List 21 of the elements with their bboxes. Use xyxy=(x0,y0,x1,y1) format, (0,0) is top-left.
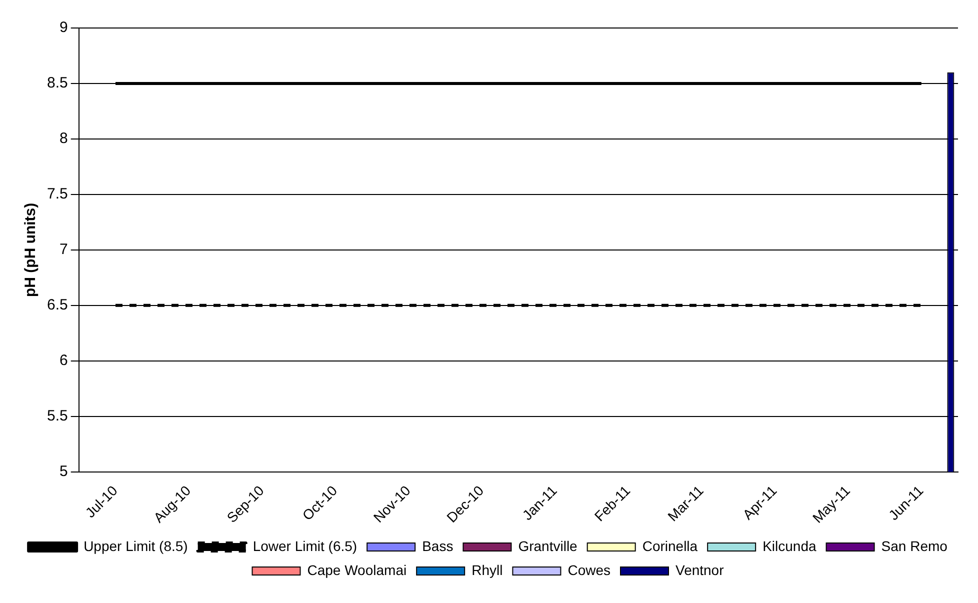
y-tick-label: 5 xyxy=(60,462,68,480)
legend-label: Kilcunda xyxy=(762,538,816,554)
legend-label: Cowes xyxy=(568,562,610,578)
y-tick-label: 6.5 xyxy=(46,296,68,314)
legend-label: Cape Woolamai xyxy=(307,562,407,578)
y-axis-title: pH (pH units) xyxy=(22,202,40,297)
legend-label: Lower Limit (6.5) xyxy=(252,538,358,554)
legend-label: Upper Limit (8.5) xyxy=(84,538,188,554)
y-tick-label: 8.5 xyxy=(46,74,68,92)
y-tick-label: 8 xyxy=(60,130,68,148)
y-tick-label: 7.5 xyxy=(46,186,68,203)
legend-label: San Remo xyxy=(881,538,948,554)
legend-label: Rhyll xyxy=(472,562,503,578)
y-tick-label: 5.5 xyxy=(46,408,68,425)
legend-label: Grantville xyxy=(518,538,578,554)
legend-label: Ventnor xyxy=(676,562,724,578)
legend-label: Corinella xyxy=(642,538,698,554)
y-tick-label: 6 xyxy=(60,352,68,370)
y-tick-label: 9 xyxy=(60,19,68,36)
legend-label: Bass xyxy=(422,538,454,554)
y-tick-label: 7 xyxy=(60,241,68,258)
